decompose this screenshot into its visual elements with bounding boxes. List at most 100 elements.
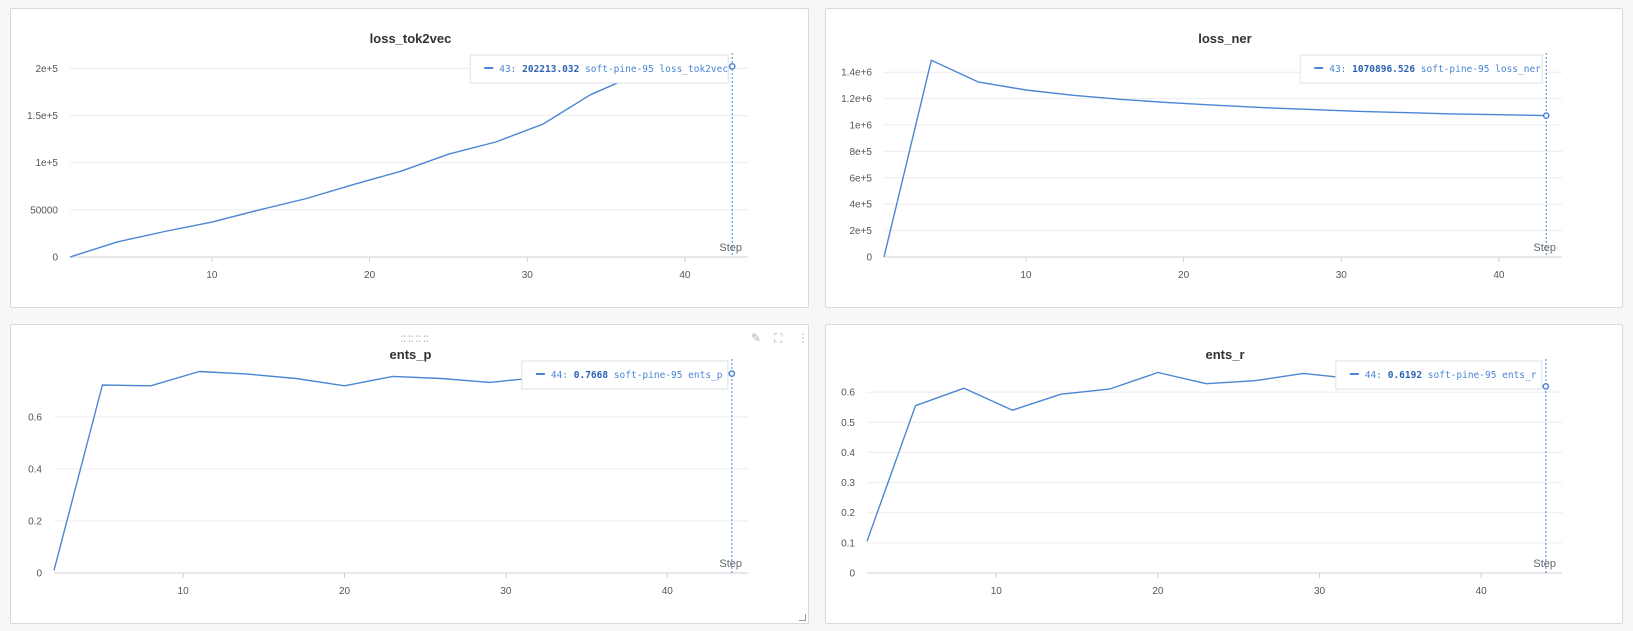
- data-point: [392, 375, 394, 377]
- y-tick-label: 0: [866, 253, 872, 264]
- y-tick-label: 50000: [30, 205, 58, 216]
- x-tick-label: 10: [991, 586, 1003, 597]
- x-tick-label: 40: [679, 270, 691, 281]
- data-point: [963, 387, 965, 389]
- x-tick-label: 10: [1020, 270, 1032, 281]
- chart-loss-tok2vec[interactable]: loss_tok2vec 0 50000 1e+5 1.5e+5 2e+5 10 20 30 40…: [11, 9, 810, 309]
- data-point: [489, 381, 491, 383]
- x-axis-label: Step: [1533, 242, 1556, 254]
- legend-series-name: soft-pine-95 loss_ner: [1421, 64, 1541, 75]
- data-point: [1119, 98, 1121, 100]
- y-tick-label: 2e+5: [849, 226, 872, 237]
- x-tick-label: 10: [206, 270, 218, 281]
- chart-panel-ents-p[interactable]: ⠒⠒⠒⠒ ⠒⠒⠒⠒ ✎ ⛶ ⋮ ents_p 0 0.2 0.4 0.6 10 20 30 40 S…: [10, 324, 809, 624]
- chart-panel-loss-tok2vec[interactable]: loss_tok2vec 0 50000 1e+5 1.5e+5 2e+5 10 20 30 40…: [10, 8, 809, 308]
- data-point: [1011, 409, 1013, 411]
- data-point: [1356, 110, 1358, 112]
- y-tick-label: 8e+5: [849, 147, 872, 158]
- chart-panel-loss-ner[interactable]: loss_ner 0 2e+5 4e+5 6e+5 8e+5 1e+6 1.2e+6 1.4e+…: [825, 8, 1623, 308]
- data-point: [930, 59, 932, 61]
- chart-title: loss_ner: [1198, 31, 1251, 46]
- x-axis-label: Step: [1533, 558, 1556, 570]
- data-point: [198, 370, 200, 372]
- data-point: [866, 540, 868, 542]
- x-tick-label: 30: [522, 270, 534, 281]
- chart-title: loss_tok2vec: [370, 31, 452, 46]
- chart-title: ents_p: [390, 347, 432, 362]
- chart-ents-p[interactable]: ents_p 0 0.2 0.4 0.6 10 20 30 40 Step 44: 0.7668 s…: [11, 325, 810, 625]
- y-tick-label: 1.2e+6: [841, 94, 872, 105]
- x-axis-label: Step: [719, 242, 742, 254]
- legend-step: 43:: [499, 64, 516, 75]
- data-point: [447, 153, 449, 155]
- legend-text: 44: 0.7668 soft-pine-95 ents_p: [551, 370, 723, 381]
- y-tick-label: 0.4: [841, 448, 855, 459]
- chart-loss-ner[interactable]: loss_ner 0 2e+5 4e+5 6e+5 8e+5 1e+6 1.2e+6 1.4e+…: [826, 9, 1624, 309]
- data-point: [1072, 94, 1074, 96]
- legend-text: 43: 1070896.526 soft-pine-95 loss_ner: [1329, 64, 1541, 75]
- data-point: [542, 123, 544, 125]
- legend-value: 0.7668: [574, 370, 609, 381]
- x-tick-label: 30: [1336, 270, 1348, 281]
- data-point: [353, 183, 355, 185]
- legend-text: 44: 0.6192 soft-pine-95 ents_r: [1365, 370, 1537, 381]
- hover-point-marker: [728, 62, 736, 70]
- data-point: [1025, 89, 1027, 91]
- y-tick-label: 0.1: [841, 538, 855, 549]
- chart-title: ents_r: [1205, 347, 1244, 362]
- data-point: [343, 385, 345, 387]
- data-point: [883, 256, 885, 258]
- series-line: [53, 370, 732, 571]
- y-tick-label: 4e+5: [849, 200, 872, 211]
- x-tick-label: 40: [662, 586, 674, 597]
- data-point: [1205, 382, 1207, 384]
- series-line: [883, 59, 1547, 258]
- legend-value: 1070896.526: [1352, 64, 1415, 75]
- data-point: [1403, 111, 1405, 113]
- drag-handle-icon[interactable]: ⠒⠒⠒⠒ ⠒⠒⠒⠒: [400, 332, 431, 347]
- y-tick-label: 0.6: [841, 388, 855, 399]
- hover-point-marker: [1542, 382, 1550, 390]
- y-tick-label: 0.4: [28, 465, 42, 476]
- more-options-icon[interactable]: ⋮: [797, 331, 809, 345]
- x-tick-label: 40: [1493, 270, 1505, 281]
- data-point: [150, 385, 152, 387]
- chart-panel-ents-r[interactable]: ents_r 0 0.1 0.2 0.3 0.4 0.5 0.6 10 20 30 40 Step 44:…: [825, 324, 1623, 624]
- y-tick-label: 0.6: [28, 413, 42, 424]
- legend-value: 0.6192: [1388, 370, 1422, 381]
- data-point: [69, 256, 71, 258]
- y-tick-label: 1.4e+6: [841, 68, 872, 79]
- edit-pencil-icon[interactable]: ✎: [751, 331, 762, 345]
- data-point: [589, 94, 591, 96]
- data-point: [1450, 113, 1452, 115]
- data-point: [295, 377, 297, 379]
- x-tick-label: 20: [1152, 586, 1164, 597]
- legend-step: 44:: [551, 370, 568, 381]
- fullscreen-icon[interactable]: ⛶: [774, 331, 783, 345]
- resize-handle-icon[interactable]: [799, 614, 806, 621]
- x-tick-label: 10: [178, 586, 190, 597]
- data-point: [1108, 388, 1110, 390]
- hover-point-marker: [1542, 112, 1550, 119]
- data-point: [101, 384, 103, 386]
- x-tick-label: 40: [1476, 586, 1488, 597]
- data-point: [495, 141, 497, 143]
- y-tick-label: 0.2: [841, 508, 855, 519]
- data-point: [1214, 104, 1216, 106]
- x-tick-label: 30: [500, 586, 512, 597]
- y-tick-label: 6e+5: [849, 173, 872, 184]
- data-point: [116, 241, 118, 243]
- data-point: [1309, 108, 1311, 110]
- legend-tooltip: [1335, 360, 1543, 390]
- x-axis-label: Step: [719, 558, 742, 570]
- data-point: [163, 230, 165, 232]
- y-tick-label: 0: [36, 569, 42, 580]
- legend-series-name: soft-pine-95 ents_p: [614, 370, 723, 381]
- legend-step: 43:: [1329, 64, 1346, 75]
- data-point: [914, 404, 916, 406]
- y-tick-label: 0: [52, 253, 58, 264]
- x-tick-label: 30: [1314, 586, 1326, 597]
- data-point: [1060, 393, 1062, 395]
- chart-ents-r[interactable]: ents_r 0 0.1 0.2 0.3 0.4 0.5 0.6 10 20 30 40 Step 44:…: [826, 325, 1624, 625]
- y-tick-label: 2e+5: [35, 64, 58, 75]
